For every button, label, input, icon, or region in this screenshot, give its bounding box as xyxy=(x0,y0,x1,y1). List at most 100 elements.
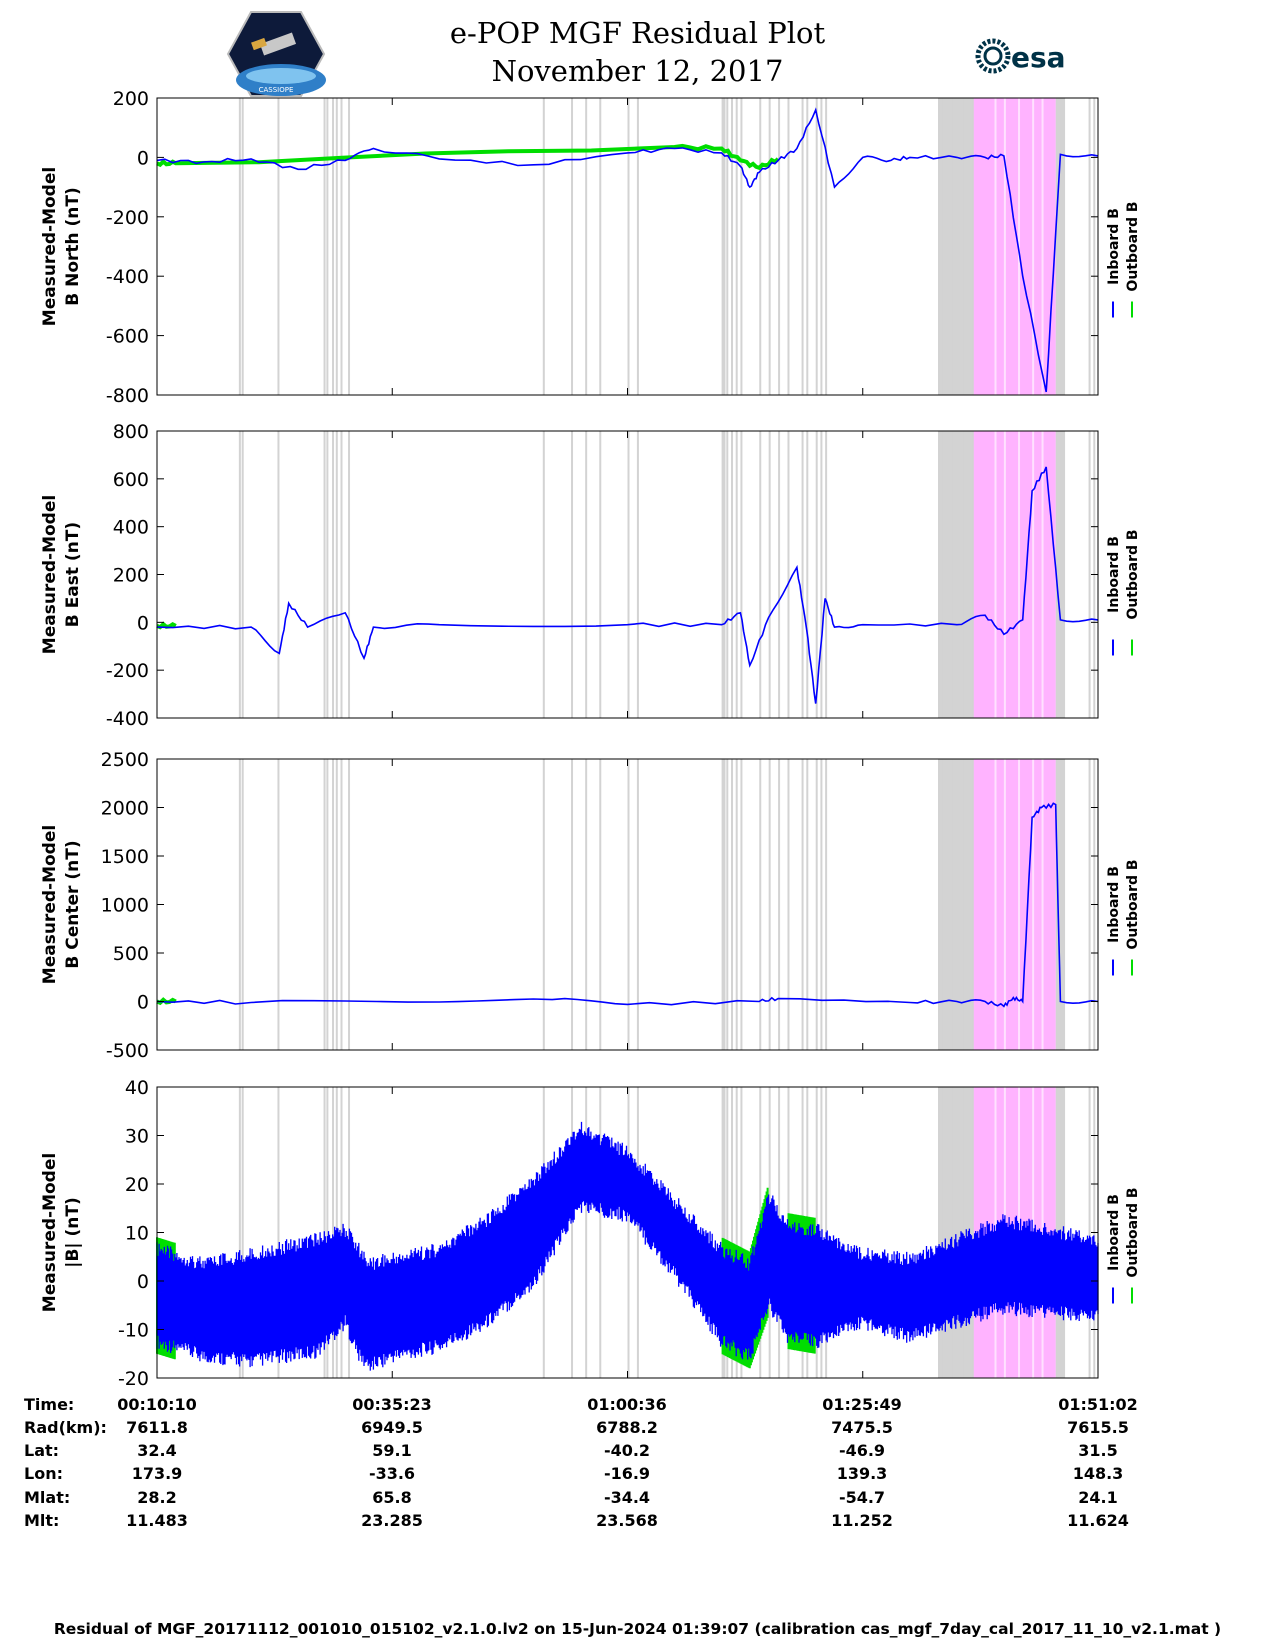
gray-band-line xyxy=(961,1087,964,1378)
y-axis-label: Measured-Model xyxy=(40,167,60,326)
legend-outboard: Outboard B xyxy=(1125,859,1141,949)
esa-logo: esa xyxy=(975,38,1066,74)
gray-band-line xyxy=(970,1087,973,1378)
gray-band-line xyxy=(726,98,729,395)
gray-band-line xyxy=(768,759,771,1050)
y-axis-label: Measured-Model xyxy=(40,1153,60,1312)
pink-band-stripe xyxy=(1003,759,1006,1050)
gray-band-line xyxy=(599,759,602,1050)
gray-band-line xyxy=(947,431,950,718)
pink-band-stripe xyxy=(994,759,997,1050)
gray-band-line xyxy=(731,98,734,395)
panel-north: 200 0 -200 -400 -600 -800 Measured-Model B Nort… xyxy=(40,88,1141,407)
y-tick-label: 0 xyxy=(137,147,149,169)
footer-caption: Residual of MGF_20171112_001010_015102_v… xyxy=(53,1620,1222,1638)
gray-band-line xyxy=(735,98,738,395)
gray-band-line xyxy=(801,431,804,718)
table-cell: 6949.5 xyxy=(361,1418,423,1437)
pink-band-stripe xyxy=(1041,431,1044,718)
gray-band-line xyxy=(825,431,828,718)
gray-band-line xyxy=(961,98,964,395)
y-tick-label: 2500 xyxy=(101,749,149,771)
gray-band-line xyxy=(241,431,244,718)
gray-band-line xyxy=(815,431,818,718)
gray-band-line xyxy=(787,759,790,1050)
cassiope-logo: CASSIOPE xyxy=(226,11,326,97)
pink-band-stripe xyxy=(1041,1087,1044,1378)
gray-band-line xyxy=(723,98,726,395)
legend-outboard: Outboard B xyxy=(1125,201,1141,291)
gray-band-line xyxy=(277,98,280,395)
gray-band-line xyxy=(806,431,809,718)
y-tick-label: 10 xyxy=(125,1223,149,1245)
gray-band-line xyxy=(585,98,588,395)
gray-band-line xyxy=(735,1087,738,1378)
y-tick-label: 0 xyxy=(137,1271,149,1293)
pink-band-stripe xyxy=(1041,98,1044,395)
gray-band-line xyxy=(340,759,343,1050)
gray-band-line xyxy=(731,431,734,718)
table-cell: 28.2 xyxy=(137,1488,176,1507)
gray-band-line xyxy=(956,1087,959,1378)
gray-band-line xyxy=(340,1087,343,1378)
outboard-series xyxy=(156,143,780,171)
table-cell: 6788.2 xyxy=(596,1418,658,1437)
gray-band-line xyxy=(820,98,823,395)
y-tick-label: 0 xyxy=(137,992,149,1014)
gray-band-line xyxy=(726,1087,729,1378)
gray-band-line xyxy=(956,431,959,718)
gray-band-line xyxy=(966,98,969,395)
pink-band-stripe xyxy=(1032,431,1035,718)
gray-band-line xyxy=(768,98,771,395)
inboard-series xyxy=(156,802,1099,1008)
table-cell: 01:25:49 xyxy=(822,1395,902,1414)
gray-band-line xyxy=(740,431,743,718)
gray-band-line xyxy=(571,1087,574,1378)
gray-band-line xyxy=(542,759,545,1050)
gray-band-line xyxy=(723,759,726,1050)
row-label: Lat: xyxy=(24,1441,59,1460)
y-tick-label: 2000 xyxy=(101,798,149,820)
gray-band-line xyxy=(721,431,724,718)
gray-band-line xyxy=(952,759,955,1050)
table-cell: -33.6 xyxy=(369,1464,415,1483)
row-label: Mlat: xyxy=(24,1488,70,1507)
gray-band-line xyxy=(627,1087,630,1378)
y-tick-label: 400 xyxy=(113,517,149,539)
gray-band-line xyxy=(938,1087,941,1378)
inboard-series xyxy=(156,107,1099,393)
table-cell: 31.5 xyxy=(1078,1441,1117,1460)
gray-band-line xyxy=(970,98,973,395)
y-axis-label: B Center (nT) xyxy=(63,840,83,968)
y-tick-label: 200 xyxy=(113,88,149,110)
gray-band-line xyxy=(542,98,545,395)
gray-band-line xyxy=(801,759,804,1050)
gray-band-line xyxy=(815,98,818,395)
gray-band-line xyxy=(636,98,639,395)
gray-band-line xyxy=(323,431,326,718)
y-tick-label: 0 xyxy=(137,612,149,634)
gray-band-line xyxy=(542,431,545,718)
row-label: Time: xyxy=(24,1395,74,1414)
panel-east: 800 600 400 200 0 -200 -400 Measured-Model B Eas… xyxy=(40,421,1141,730)
gray-band-line xyxy=(241,98,244,395)
gray-band-line xyxy=(323,98,326,395)
gray-band-line xyxy=(942,1087,945,1378)
table-cell: 11.483 xyxy=(126,1511,188,1530)
y-tick-label: 30 xyxy=(125,1126,149,1148)
y-axis-label: |B| (nT) xyxy=(63,1197,83,1268)
row-label: Lon: xyxy=(24,1464,63,1483)
row-label: Mlt: xyxy=(24,1511,59,1530)
gray-band-line xyxy=(726,759,729,1050)
gray-band-line xyxy=(326,759,329,1050)
gray-band-line xyxy=(952,1087,955,1378)
gray-band-line xyxy=(599,431,602,718)
gray-band-line xyxy=(1093,98,1096,395)
gray-band-line xyxy=(801,98,804,395)
gray-band-line xyxy=(820,759,823,1050)
gray-band-line xyxy=(332,759,335,1050)
gray-band-line xyxy=(942,98,945,395)
y-tick-label: -600 xyxy=(106,326,149,348)
gray-band-line xyxy=(778,431,781,718)
gray-band-line xyxy=(721,1087,724,1378)
